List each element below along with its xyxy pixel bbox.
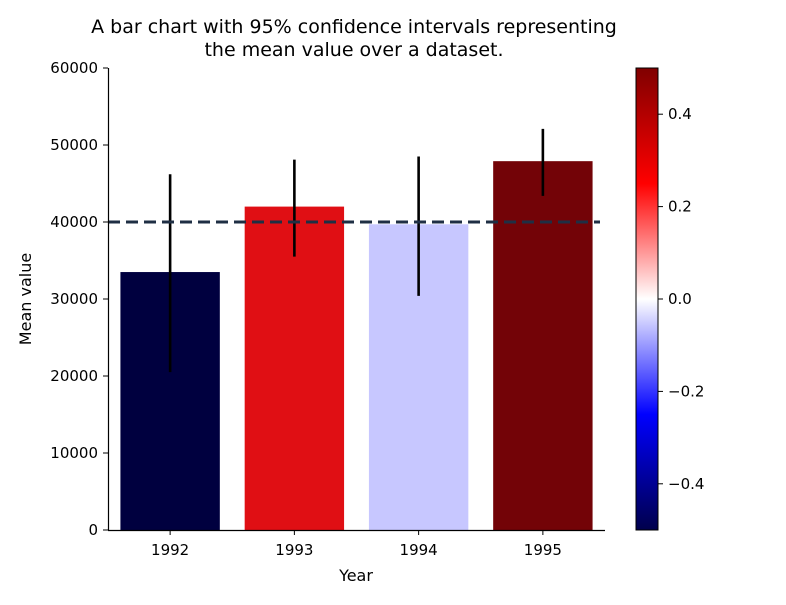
colorbar-tick-label: 0.0 xyxy=(668,290,692,308)
x-tick-label: 1992 xyxy=(151,541,189,559)
error-bars-group xyxy=(168,128,545,373)
x-tick-label: 1995 xyxy=(524,541,562,559)
y-tick-label: 60000 xyxy=(50,59,98,77)
colorbar xyxy=(635,67,659,531)
bar-1993 xyxy=(244,206,345,530)
colorbar-tick-label: −0.2 xyxy=(668,382,704,400)
y-tick-label: 0 xyxy=(88,521,98,539)
x-tick-label: 1994 xyxy=(400,541,438,559)
chart-title: A bar chart with 95% confidence interval… xyxy=(91,16,617,61)
y-tick-label: 20000 xyxy=(50,367,98,385)
y-tick-label: 50000 xyxy=(50,136,98,154)
y-ticks-group: 0 10000 20000 30000 40000 50000 60000 xyxy=(50,59,108,539)
y-tick-label: 10000 xyxy=(50,444,98,462)
y-tick-label: 30000 xyxy=(50,290,98,308)
colorbar-ticks-group: −0.4 −0.2 0.0 0.2 0.4 xyxy=(658,105,704,493)
colorbar-tick-label: −0.4 xyxy=(668,475,704,493)
x-axis-label: Year xyxy=(338,566,373,585)
bars-group xyxy=(120,161,593,531)
bar-1995 xyxy=(493,161,593,531)
y-axis-label: Mean value xyxy=(16,253,35,345)
x-ticks-group: 1992 1993 1994 1995 xyxy=(151,530,562,559)
colorbar-tick-label: 0.2 xyxy=(668,198,692,216)
x-tick-label: 1993 xyxy=(275,541,313,559)
y-tick-label: 40000 xyxy=(50,213,98,231)
colorbar-tick-label: 0.4 xyxy=(668,105,692,123)
